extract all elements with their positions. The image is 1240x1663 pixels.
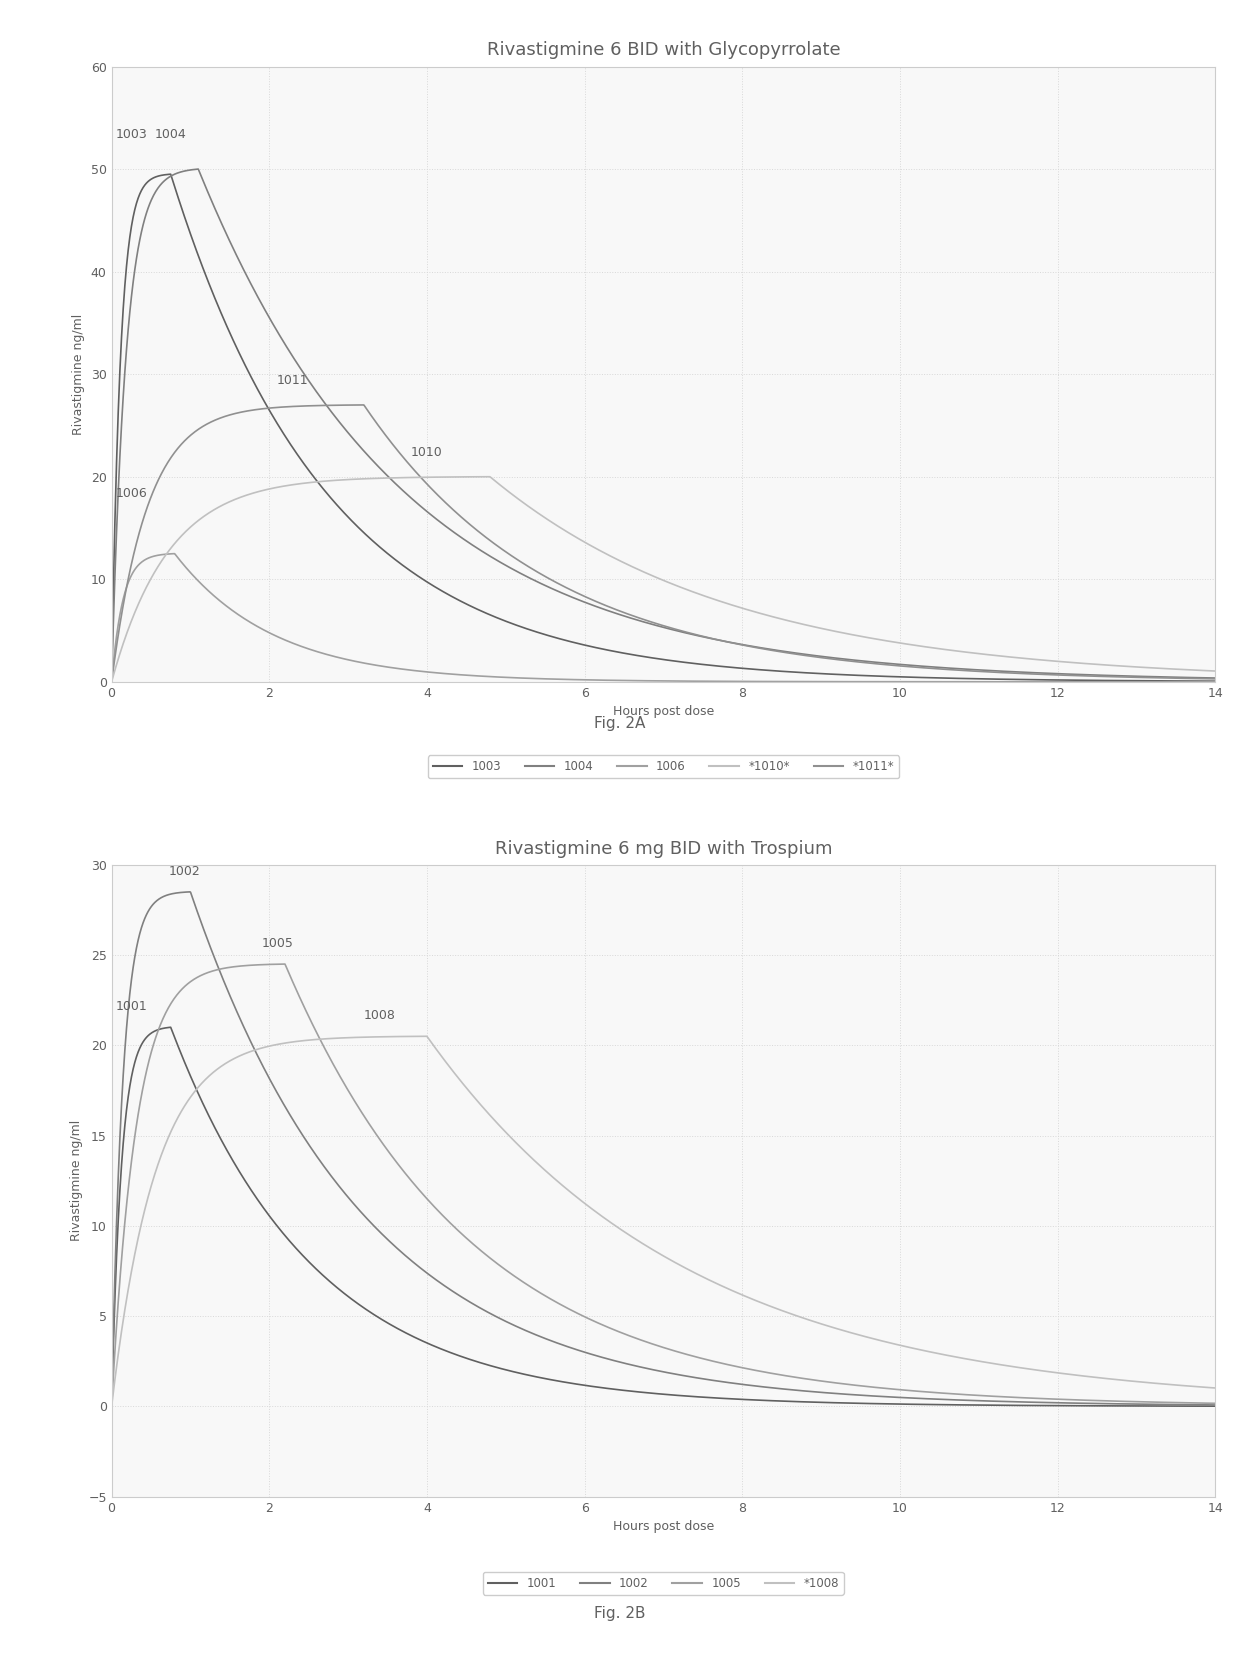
X-axis label: Hours post dose: Hours post dose — [613, 705, 714, 718]
Text: 1002: 1002 — [169, 865, 200, 878]
Text: 1010: 1010 — [412, 446, 443, 459]
Y-axis label: Rivastigmine ng/ml: Rivastigmine ng/ml — [72, 314, 86, 434]
Legend: 1003, 1004, 1006, *1010*, *1011*: 1003, 1004, 1006, *1010*, *1011* — [428, 755, 899, 778]
Title: Rivastigmine 6 BID with Glycopyrrolate: Rivastigmine 6 BID with Glycopyrrolate — [486, 42, 841, 60]
Text: 1001: 1001 — [115, 999, 148, 1013]
Y-axis label: Rivastigmine ng/ml: Rivastigmine ng/ml — [69, 1121, 83, 1241]
Text: Fig. 2A: Fig. 2A — [594, 715, 646, 732]
X-axis label: Hours post dose: Hours post dose — [613, 1520, 714, 1533]
Text: 1004: 1004 — [155, 128, 187, 141]
Text: Fig. 2B: Fig. 2B — [594, 1605, 646, 1621]
Text: 1006: 1006 — [115, 487, 148, 501]
Text: 1005: 1005 — [262, 936, 293, 950]
Title: Rivastigmine 6 mg BID with Trospium: Rivastigmine 6 mg BID with Trospium — [495, 840, 832, 858]
Text: 1003: 1003 — [115, 128, 148, 141]
Legend: 1001, 1002, 1005, *1008: 1001, 1002, 1005, *1008 — [484, 1572, 843, 1595]
Text: 1008: 1008 — [363, 1009, 396, 1023]
Text: 1011: 1011 — [277, 374, 309, 387]
